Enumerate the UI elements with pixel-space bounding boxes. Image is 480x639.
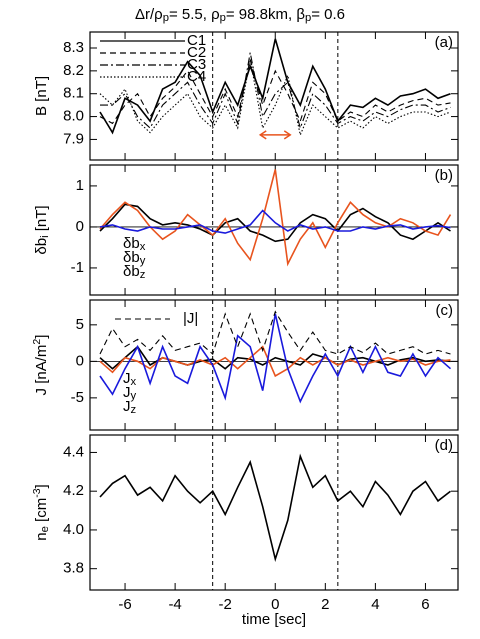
text-part: n [33,532,50,540]
y-tick-label: 8.3 [63,39,84,56]
text-part: δb [123,249,140,266]
legend-label: C2 [187,44,206,61]
panel-frame [89,434,459,591]
y-tick-label: 8.0 [63,108,84,125]
legend-label: |J| [183,310,198,327]
x-tick-label: 2 [321,596,329,613]
y-tick-label: 8.1 [63,85,84,102]
text-part: = 0.6 [311,6,345,23]
chart-title: Δr/ρp​= 5.5, ρp​= 98.8km, βp​= 0.6 [135,6,345,24]
data-line [99,59,451,125]
text-part: δb [123,263,140,280]
legend-label: Jx​ [123,370,137,388]
text-part: = 5.5, ρ [169,6,220,23]
legend-label: δby​ [123,249,146,267]
data-line [99,59,451,137]
y-tick-label: 4.2 [63,482,84,499]
subscript: z [140,269,146,281]
text-part: J [123,370,131,387]
legend-label: Jy​ [123,384,137,402]
data-line [99,345,451,370]
x-tick-label: 0 [271,596,279,613]
data-line [99,313,452,404]
subscript: x [140,241,146,253]
text-part: ] [33,335,50,339]
text-part: Δr/ρ [135,6,163,23]
text-part: [cm [33,498,50,526]
text-part: B [nT] [33,76,50,116]
legend-label: C1 [187,32,206,49]
subscript: p [220,12,226,24]
subscript: e [39,526,51,532]
subscript: y [140,255,146,267]
legend-label: δbz​ [123,263,146,281]
panel-label: (b) [435,167,453,184]
y-tick-label: 0 [76,352,84,369]
text-part: [nT] [33,205,50,235]
text-part: ] [33,484,50,488]
y-tick-label: -5 [71,389,84,406]
data-line [99,310,451,355]
superscript: 2 [31,339,43,345]
y-tick-label: 1 [76,177,84,194]
y-axis-label: J [nA/m2​] [31,335,50,396]
data-line [99,209,451,234]
x-tick-label: -2 [219,596,232,613]
superscript: -3 [31,488,43,497]
y-tick-label: 4.0 [63,521,84,538]
data-line [99,169,452,267]
y-axis-label: δbi​ [nT] [33,205,51,254]
data-line [99,38,451,135]
x-tick-label: -6 [118,596,131,613]
legend-label: C3 [187,56,206,73]
panel-frame [89,299,459,431]
text-part: J [nA/m [33,345,50,396]
x-tick-label: -4 [168,596,181,613]
y-tick-label: -1 [71,259,84,276]
text-part: δb [33,238,50,255]
text-part: = 98.8km, β [226,6,305,23]
text-part: δb [123,235,140,252]
subscript: x [131,376,137,388]
legend-label: C4 [187,68,206,85]
y-axis-label: B [nT] [33,76,50,116]
x-axis-label: time [sec] [242,611,306,628]
panel-label: (a) [435,34,453,51]
subscript: z [131,404,137,416]
subscript: y [131,390,137,402]
y-tick-label: 3.8 [63,560,84,577]
data-line [99,453,451,562]
x-tick-label: 4 [371,596,379,613]
y-tick-label: 7.9 [63,130,84,147]
x-tick-label: 6 [421,596,429,613]
y-tick-label: 0 [76,218,84,235]
y-tick-label: 5 [76,316,84,333]
legend-label: Jz​ [123,398,137,416]
arrow-head [258,130,292,140]
text-part: J [123,398,131,415]
panel-frame [89,164,459,296]
data-line [99,203,451,243]
legend-label: δbx​ [123,235,146,253]
subscript: p [163,12,169,24]
subscript: i [39,235,51,238]
data-line [100,52,451,130]
subscript: p [305,12,311,24]
panel-label: (c) [436,302,454,319]
text-part: J [123,384,131,401]
panel-label: (d) [435,437,453,454]
y-tick-label: 4.4 [63,443,84,460]
panel-frame [89,31,459,161]
y-tick-label: 8.2 [63,62,84,79]
y-axis-label: ne​ [cm-3​] [31,484,50,540]
